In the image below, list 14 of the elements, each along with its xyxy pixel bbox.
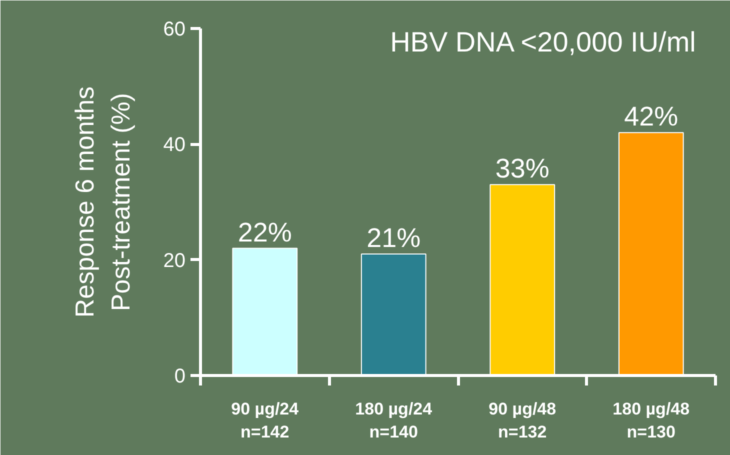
data-label: 42%: [624, 102, 678, 132]
y-tick-label: 60: [163, 18, 186, 40]
y-tick-label: 20: [163, 250, 186, 272]
chart-title: HBV DNA <20,000 IU/ml: [390, 26, 696, 58]
data-label: 21%: [366, 223, 421, 254]
y-tick-label: 40: [163, 134, 186, 156]
x-tick-label: 90 µg/48 n=132: [488, 400, 556, 442]
x-tick-label: 180 µg/24 n=140: [355, 400, 433, 442]
data-label: 33%: [495, 154, 550, 184]
x-tick-label: 90 µg/24 n=142: [231, 400, 300, 442]
y-axis-title: Response 6 months Post-treatment (%): [69, 86, 136, 318]
data-label: 22%: [238, 217, 292, 248]
x-tick-label: 180 µg/48 n=130: [612, 400, 690, 442]
y-tick-label: 0: [174, 366, 186, 388]
